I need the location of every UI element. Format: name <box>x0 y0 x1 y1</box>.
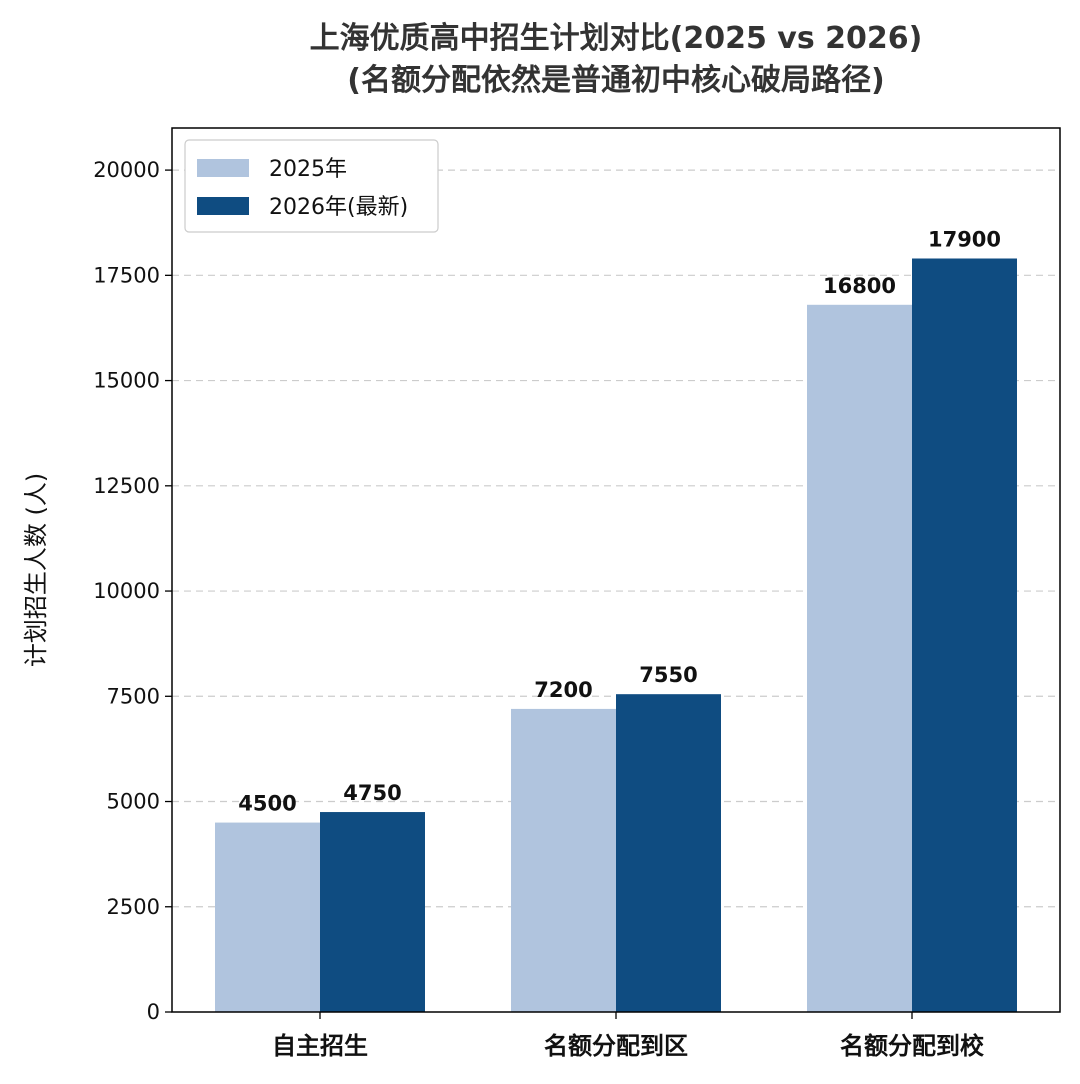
bars <box>215 258 1017 1012</box>
bar <box>912 258 1017 1012</box>
value-label: 4750 <box>343 781 401 805</box>
value-label: 17900 <box>928 227 1001 251</box>
y-tick-label: 2500 <box>107 895 160 919</box>
chart-title-line-1: 上海优质高中招生计划对比(2025 vs 2026) <box>310 21 923 56</box>
y-axis-label: 计划招生人数 (人) <box>22 473 50 667</box>
bar <box>215 822 320 1012</box>
x-tick-label: 名额分配到区 <box>544 1032 688 1060</box>
legend-swatch <box>197 197 249 215</box>
x-axis: 自主招生 名额分配到区 名额分配到校 <box>272 1012 985 1060</box>
value-label: 4500 <box>238 792 296 816</box>
bar <box>320 812 425 1012</box>
chart-title-line-2: (名额分配依然是普通初中核心破局路径) <box>347 63 884 98</box>
value-label: 16800 <box>823 274 896 298</box>
y-axis: 0 2500 5000 7500 10000 12500 15000 17500 20000 <box>93 158 172 1024</box>
x-tick-label: 自主招生 <box>272 1032 368 1060</box>
y-tick-label: 10000 <box>93 579 160 603</box>
y-tick-label: 20000 <box>93 158 160 182</box>
value-labels: 4500 4750 7200 7550 16800 17900 <box>238 227 1001 815</box>
bar <box>807 304 912 1012</box>
y-tick-label: 15000 <box>93 369 160 393</box>
y-tick-label: 7500 <box>107 684 160 708</box>
bar <box>511 708 616 1012</box>
y-tick-label: 0 <box>147 1000 160 1024</box>
value-label: 7550 <box>639 663 697 687</box>
value-label: 7200 <box>534 678 592 702</box>
x-tick-label: 名额分配到校 <box>840 1032 985 1060</box>
legend-swatch <box>197 159 249 177</box>
y-tick-label: 12500 <box>93 474 160 498</box>
y-tick-label: 5000 <box>107 790 160 814</box>
legend-label: 2025年 <box>269 157 347 182</box>
legend: 2025年 2026年(最新) <box>184 139 439 233</box>
legend-label: 2026年(最新) <box>269 195 408 220</box>
y-tick-label: 17500 <box>93 263 160 287</box>
bar <box>616 694 721 1012</box>
